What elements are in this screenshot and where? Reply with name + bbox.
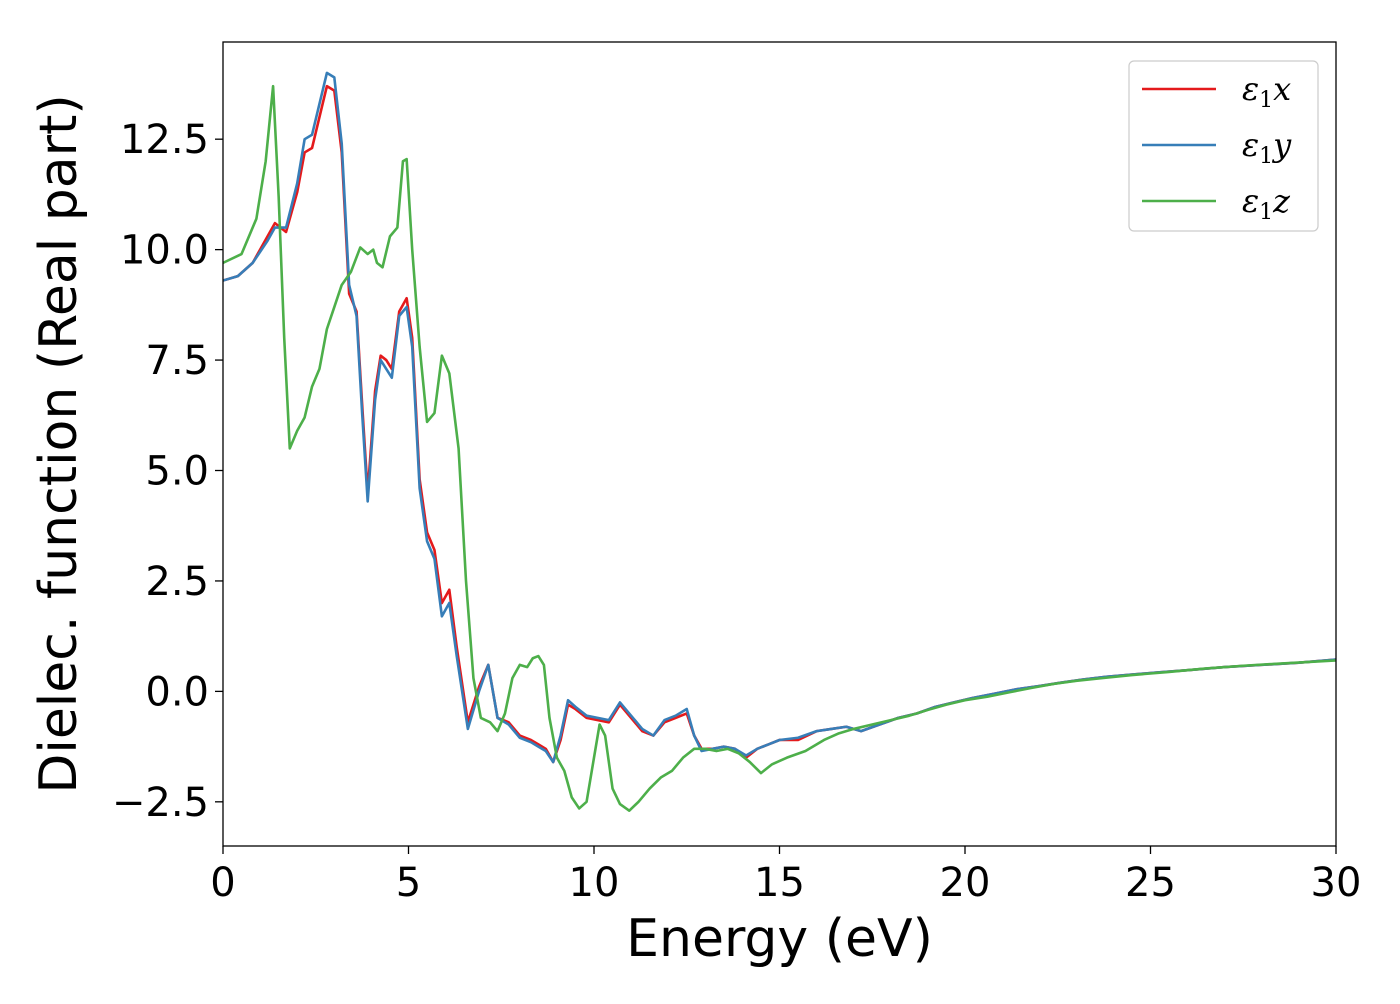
x-tick-label: 0 — [210, 860, 235, 906]
axes-layer: 0 5 10 15 20 25 30 −2.5 0.0 2.5 5.0 7.5 10.0 12.5 Ener… — [29, 41, 1362, 969]
y-tick-label: 7.5 — [145, 338, 209, 384]
y-tick-label: 2.5 — [145, 559, 209, 605]
legend-label-y: ε1y — [1242, 126, 1292, 169]
x-tick-label: 15 — [754, 860, 805, 906]
legend-subscript: 1 — [1259, 200, 1273, 225]
y-tick-label: 5.0 — [145, 449, 209, 495]
legend-base: ε — [1242, 182, 1259, 220]
legend-box — [1128, 60, 1319, 232]
y-tick-label: 10.0 — [120, 228, 209, 274]
legend-base: ε — [1242, 126, 1259, 164]
x-tick-label: 5 — [396, 860, 421, 906]
y-tick-label: 0.0 — [145, 669, 209, 715]
x-tick-label: 30 — [1311, 860, 1362, 906]
series-line-z — [223, 84, 1336, 812]
legend-variable: x — [1273, 70, 1291, 108]
y-axis-label: Dielec. function (Real part) — [29, 94, 89, 793]
x-tick-label: 10 — [569, 860, 620, 906]
x-tick-label: 25 — [1125, 860, 1176, 906]
legend-subscript: 1 — [1259, 88, 1273, 113]
x-axis-label: Energy (eV) — [626, 909, 933, 969]
x-tick-label: 20 — [940, 860, 991, 906]
y-tick-label: −2.5 — [112, 780, 209, 826]
legend-base: ε — [1242, 70, 1259, 108]
legend-label-z: ε1z — [1242, 182, 1291, 225]
legend-label-x: ε1x — [1242, 70, 1291, 113]
legend-subscript: 1 — [1259, 144, 1273, 169]
legend-variable: z — [1272, 182, 1291, 220]
legend-variable: y — [1271, 126, 1292, 164]
series-layer — [223, 71, 1336, 812]
y-tick-label: 12.5 — [120, 117, 209, 163]
